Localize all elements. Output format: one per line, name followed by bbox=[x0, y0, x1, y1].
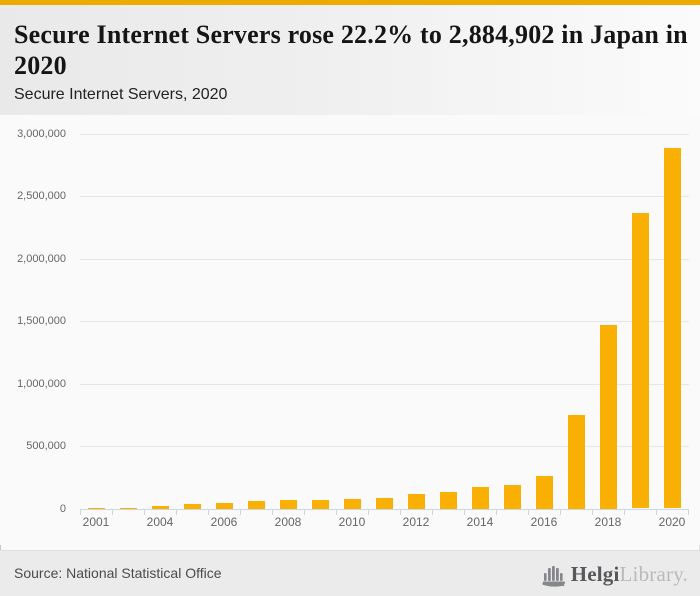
x-axis-tick bbox=[688, 509, 689, 515]
x-axis-tick bbox=[560, 509, 561, 515]
bar[interactable] bbox=[343, 498, 361, 509]
y-gridline bbox=[80, 133, 689, 135]
y-gridline bbox=[80, 321, 689, 322]
logo-text: HelgiLibrary. bbox=[571, 562, 688, 587]
header: Secure Internet Servers rose 22.2% to 2,… bbox=[0, 5, 700, 115]
bar[interactable] bbox=[471, 487, 489, 509]
x-axis-tick bbox=[112, 509, 113, 515]
bar[interactable] bbox=[151, 505, 169, 509]
x-axis-tick bbox=[208, 509, 209, 515]
x-axis-label: 2016 bbox=[530, 514, 558, 529]
x-axis-line bbox=[80, 508, 689, 510]
y-gridline bbox=[80, 446, 689, 447]
x-axis-label: 2020 bbox=[658, 514, 686, 529]
bar[interactable] bbox=[663, 147, 681, 509]
bar[interactable] bbox=[439, 491, 457, 509]
y-gridline bbox=[80, 196, 689, 197]
bar-chart: 0 500,000 1,000,000 1,500,000 2,000,000 2,500… bbox=[0, 115, 700, 545]
x-axis-tick bbox=[464, 509, 465, 515]
y-axis-label: 2,500,000 bbox=[17, 190, 66, 202]
x-axis-tick bbox=[336, 509, 337, 515]
bar[interactable] bbox=[535, 475, 553, 509]
y-axis-label: 500,000 bbox=[26, 440, 66, 452]
bar[interactable] bbox=[599, 325, 617, 509]
bar[interactable] bbox=[215, 502, 233, 509]
x-axis-label: 2010 bbox=[338, 514, 366, 529]
x-axis-label: 2004 bbox=[146, 514, 174, 529]
y-axis-label: 3,000,000 bbox=[17, 127, 66, 140]
x-axis-tick bbox=[368, 509, 369, 515]
x-axis-tick bbox=[400, 509, 401, 515]
x-axis-tick bbox=[592, 509, 593, 515]
x-axis-label: 2018 bbox=[594, 514, 622, 529]
bar[interactable] bbox=[119, 508, 137, 509]
y-gridline bbox=[80, 258, 689, 260]
x-axis-tick bbox=[80, 509, 81, 515]
accent-bar bbox=[0, 0, 700, 5]
x-axis-tick bbox=[656, 509, 657, 515]
bar[interactable] bbox=[311, 499, 329, 509]
logo-text-library: Library. bbox=[619, 561, 688, 586]
y-axis-label: 1,500,000 bbox=[17, 315, 66, 327]
x-axis-tick bbox=[304, 509, 305, 515]
x-axis-tick bbox=[528, 509, 529, 515]
x-axis-label: 2014 bbox=[466, 514, 494, 529]
x-axis-tick bbox=[432, 509, 433, 515]
source-text: Source: National Statistical Office bbox=[14, 565, 222, 581]
bar[interactable] bbox=[183, 503, 201, 509]
helgi-library-logo[interactable]: HelgiLibrary. bbox=[541, 559, 688, 589]
x-axis-label: 2012 bbox=[402, 514, 430, 529]
y-axis-label: 2,000,000 bbox=[17, 252, 66, 265]
bar[interactable] bbox=[503, 485, 521, 509]
bar[interactable] bbox=[375, 497, 393, 509]
page-title: Secure Internet Servers rose 22.2% to 2,… bbox=[14, 20, 688, 80]
y-axis-label: 0 bbox=[59, 502, 66, 515]
bar[interactable] bbox=[567, 414, 585, 509]
x-axis-tick bbox=[176, 509, 177, 515]
x-axis-tick bbox=[240, 509, 241, 515]
footer: Source: National Statistical Office Helg… bbox=[0, 550, 700, 596]
x-axis-label: 2001 bbox=[82, 514, 110, 529]
y-axis-label: 1,000,000 bbox=[17, 377, 66, 390]
x-axis-tick bbox=[144, 509, 145, 515]
bar[interactable] bbox=[247, 501, 265, 509]
x-axis-tick bbox=[496, 509, 497, 515]
bar[interactable] bbox=[279, 499, 297, 509]
bar[interactable] bbox=[631, 213, 649, 509]
y-gridline bbox=[80, 383, 689, 385]
x-axis-label: 2008 bbox=[274, 514, 302, 529]
library-building-icon bbox=[541, 566, 565, 587]
logo-text-helgi: Helgi bbox=[570, 561, 620, 586]
x-axis-label: 2006 bbox=[210, 514, 238, 529]
chart-subtitle: Secure Internet Servers, 2020 bbox=[14, 86, 228, 103]
x-axis-tick bbox=[272, 509, 273, 515]
bar[interactable] bbox=[407, 494, 425, 509]
x-axis-tick bbox=[624, 509, 625, 515]
